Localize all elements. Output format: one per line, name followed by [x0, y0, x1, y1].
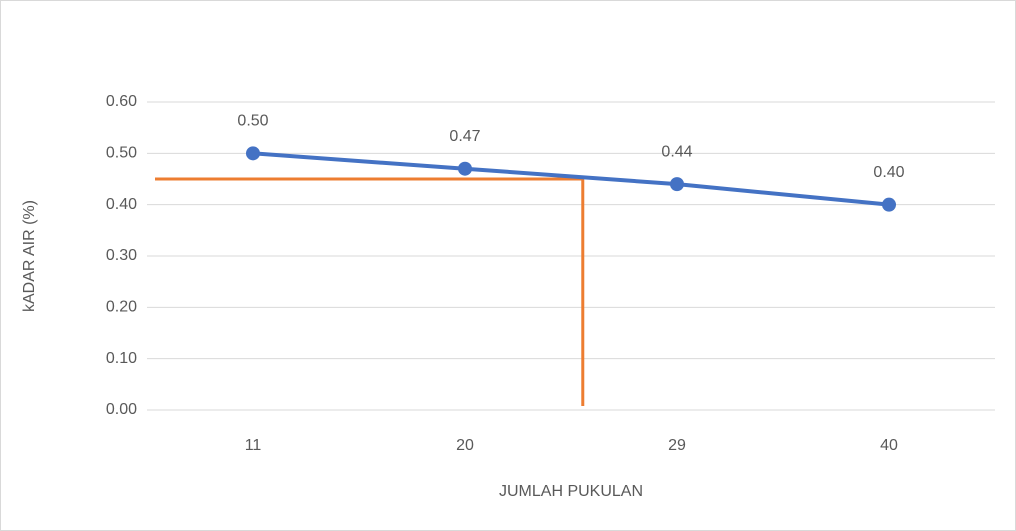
y-tick-label: 0.10 — [106, 350, 137, 367]
x-tick-label: 20 — [456, 437, 474, 454]
y-axis-title: kADAR AIR (%) — [21, 200, 38, 312]
data-point — [670, 177, 684, 191]
y-tick-label: 0.20 — [106, 299, 137, 316]
data-point — [458, 162, 472, 176]
y-tick-label: 0.00 — [106, 401, 137, 418]
data-label: 0.44 — [661, 143, 692, 160]
x-tick-label: 29 — [668, 437, 686, 454]
page: kADAR AIR (%) JUMLAH PUKULAN 0.00 0.10 0.2… — [0, 0, 1016, 531]
data-label: 0.47 — [449, 128, 480, 145]
x-tick-label: 40 — [880, 437, 898, 454]
x-tick-label: 11 — [245, 437, 262, 454]
y-tick-label: 0.40 — [106, 196, 137, 213]
x-axis-title: JUMLAH PUKULAN — [499, 483, 643, 500]
y-tick-label: 0.30 — [106, 247, 137, 264]
data-point — [246, 146, 260, 160]
chart-frame — [1, 1, 1016, 531]
y-tick-label: 0.60 — [106, 93, 137, 110]
y-tick-label: 0.50 — [106, 145, 137, 162]
data-label: 0.50 — [237, 113, 268, 130]
data-label: 0.40 — [873, 164, 904, 181]
data-point — [882, 198, 896, 212]
chart: kADAR AIR (%) JUMLAH PUKULAN 0.00 0.10 0.2… — [0, 0, 1016, 531]
